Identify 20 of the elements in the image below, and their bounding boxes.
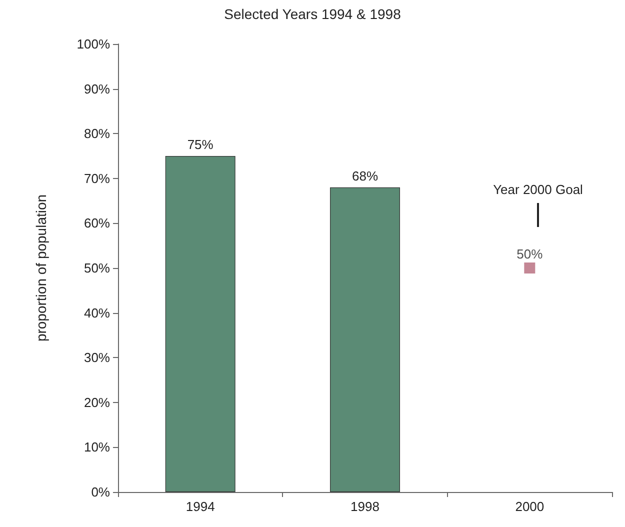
y-axis-title: proportion of population xyxy=(33,194,49,342)
data-label: 75% xyxy=(187,137,214,152)
annotation: Year 2000 Goal xyxy=(493,182,584,197)
x-tick-label: 1998 xyxy=(350,499,380,514)
y-tick-label: 30% xyxy=(84,350,110,366)
x-tick-label: 2000 xyxy=(515,499,544,514)
x-tick-label: 1994 xyxy=(186,499,215,514)
chart-title: Selected Years 1994 & 1998 xyxy=(224,6,402,22)
y-tick-label: 70% xyxy=(84,170,110,186)
y-tick-label: 50% xyxy=(84,260,110,276)
y-tick-label: 100% xyxy=(76,36,110,52)
y-tick-label: 20% xyxy=(84,394,110,410)
y-tick-label: 0% xyxy=(91,484,110,500)
y-tick-label: 10% xyxy=(84,440,110,455)
data-label: 50% xyxy=(516,246,544,262)
y-tick-label: 90% xyxy=(84,81,110,96)
y-tick-label: 60% xyxy=(84,216,110,231)
y-tick-label: 40% xyxy=(84,305,110,320)
y-tick-label: 80% xyxy=(84,126,110,142)
data-label: 68% xyxy=(352,168,378,184)
